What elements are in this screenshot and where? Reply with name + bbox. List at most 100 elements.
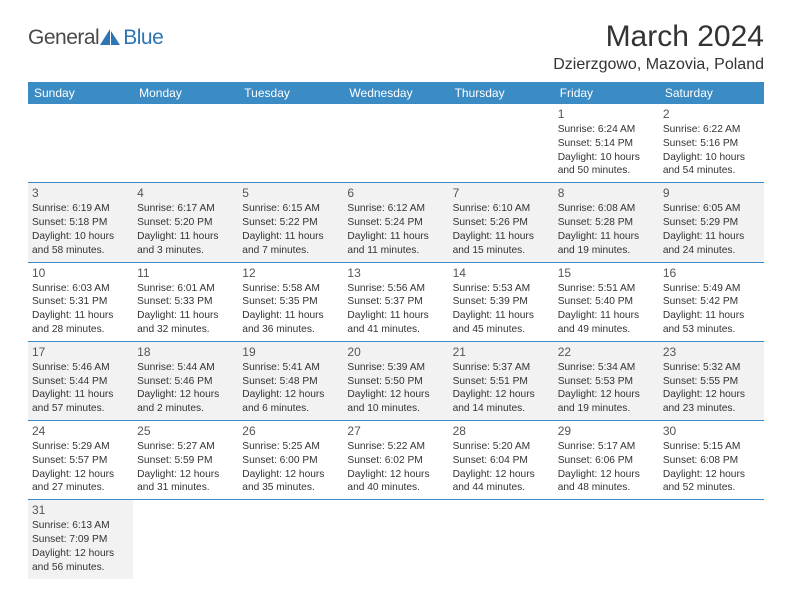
daylight-line: and 11 minutes. [347, 244, 444, 258]
day-number: 31 [32, 502, 129, 518]
day-header: Sunday [28, 82, 133, 104]
day-cell: 22Sunrise: 5:34 AMSunset: 5:53 PMDayligh… [554, 342, 659, 420]
empty-cell [343, 104, 448, 182]
day-number: 11 [137, 265, 234, 281]
sunrise-line: Sunrise: 5:25 AM [242, 440, 339, 454]
daylight-line: and 45 minutes. [453, 323, 550, 337]
day-number: 14 [453, 265, 550, 281]
empty-cell [133, 104, 238, 182]
sunset-line: Sunset: 5:28 PM [558, 216, 655, 230]
daylight-line: Daylight: 10 hours [32, 230, 129, 244]
day-headers-row: SundayMondayTuesdayWednesdayThursdayFrid… [28, 82, 764, 104]
day-number: 3 [32, 185, 129, 201]
sunrise-line: Sunrise: 5:27 AM [137, 440, 234, 454]
day-number: 28 [453, 423, 550, 439]
sunset-line: Sunset: 5:35 PM [242, 295, 339, 309]
daylight-line: Daylight: 11 hours [663, 230, 760, 244]
day-number: 6 [347, 185, 444, 201]
day-header: Tuesday [238, 82, 343, 104]
week-row: 17Sunrise: 5:46 AMSunset: 5:44 PMDayligh… [28, 342, 764, 421]
sunrise-line: Sunrise: 6:08 AM [558, 202, 655, 216]
day-number: 15 [558, 265, 655, 281]
daylight-line: Daylight: 12 hours [137, 468, 234, 482]
day-cell: 16Sunrise: 5:49 AMSunset: 5:42 PMDayligh… [659, 263, 764, 341]
daylight-line: and 27 minutes. [32, 481, 129, 495]
sunset-line: Sunset: 5:46 PM [137, 375, 234, 389]
week-row: 31Sunrise: 6:13 AMSunset: 7:09 PMDayligh… [28, 500, 764, 578]
sunset-line: Sunset: 5:50 PM [347, 375, 444, 389]
sunrise-line: Sunrise: 5:58 AM [242, 282, 339, 296]
daylight-line: Daylight: 12 hours [137, 388, 234, 402]
daylight-line: Daylight: 12 hours [663, 388, 760, 402]
day-cell: 9Sunrise: 6:05 AMSunset: 5:29 PMDaylight… [659, 183, 764, 261]
day-cell: 14Sunrise: 5:53 AMSunset: 5:39 PMDayligh… [449, 263, 554, 341]
sunset-line: Sunset: 5:40 PM [558, 295, 655, 309]
logo: General Blue [28, 26, 163, 50]
sunrise-line: Sunrise: 5:41 AM [242, 361, 339, 375]
daylight-line: and 48 minutes. [558, 481, 655, 495]
sunrise-line: Sunrise: 5:22 AM [347, 440, 444, 454]
day-number: 9 [663, 185, 760, 201]
day-number: 5 [242, 185, 339, 201]
day-number: 22 [558, 344, 655, 360]
sunrise-line: Sunrise: 5:20 AM [453, 440, 550, 454]
empty-cell [449, 500, 554, 578]
day-header: Thursday [449, 82, 554, 104]
sunrise-line: Sunrise: 5:34 AM [558, 361, 655, 375]
daylight-line: Daylight: 11 hours [242, 230, 339, 244]
sunrise-line: Sunrise: 5:44 AM [137, 361, 234, 375]
week-row: 1Sunrise: 6:24 AMSunset: 5:14 PMDaylight… [28, 104, 764, 183]
day-number: 26 [242, 423, 339, 439]
logo-sail-icon [99, 28, 121, 46]
daylight-line: and 54 minutes. [663, 164, 760, 178]
daylight-line: and 44 minutes. [453, 481, 550, 495]
sunrise-line: Sunrise: 5:37 AM [453, 361, 550, 375]
day-number: 1 [558, 106, 655, 122]
daylight-line: Daylight: 12 hours [242, 388, 339, 402]
sunrise-line: Sunrise: 5:17 AM [558, 440, 655, 454]
sunrise-line: Sunrise: 5:53 AM [453, 282, 550, 296]
sunset-line: Sunset: 5:18 PM [32, 216, 129, 230]
sunset-line: Sunset: 5:55 PM [663, 375, 760, 389]
empty-cell [28, 104, 133, 182]
empty-cell [238, 104, 343, 182]
day-cell: 10Sunrise: 6:03 AMSunset: 5:31 PMDayligh… [28, 263, 133, 341]
day-cell: 4Sunrise: 6:17 AMSunset: 5:20 PMDaylight… [133, 183, 238, 261]
sunrise-line: Sunrise: 6:13 AM [32, 519, 129, 533]
sunrise-line: Sunrise: 5:29 AM [32, 440, 129, 454]
sunrise-line: Sunrise: 5:56 AM [347, 282, 444, 296]
sunrise-line: Sunrise: 6:01 AM [137, 282, 234, 296]
daylight-line: and 36 minutes. [242, 323, 339, 337]
daylight-line: Daylight: 12 hours [453, 388, 550, 402]
day-cell: 23Sunrise: 5:32 AMSunset: 5:55 PMDayligh… [659, 342, 764, 420]
daylight-line: and 57 minutes. [32, 402, 129, 416]
day-cell: 21Sunrise: 5:37 AMSunset: 5:51 PMDayligh… [449, 342, 554, 420]
daylight-line: and 41 minutes. [347, 323, 444, 337]
logo-text-blue: Blue [123, 26, 163, 50]
daylight-line: Daylight: 11 hours [347, 230, 444, 244]
sunset-line: Sunset: 5:33 PM [137, 295, 234, 309]
day-cell: 8Sunrise: 6:08 AMSunset: 5:28 PMDaylight… [554, 183, 659, 261]
day-cell: 17Sunrise: 5:46 AMSunset: 5:44 PMDayligh… [28, 342, 133, 420]
day-header: Monday [133, 82, 238, 104]
sunset-line: Sunset: 5:48 PM [242, 375, 339, 389]
daylight-line: and 3 minutes. [137, 244, 234, 258]
sunset-line: Sunset: 5:59 PM [137, 454, 234, 468]
sunrise-line: Sunrise: 6:10 AM [453, 202, 550, 216]
sunrise-line: Sunrise: 5:32 AM [663, 361, 760, 375]
day-cell: 31Sunrise: 6:13 AMSunset: 7:09 PMDayligh… [28, 500, 133, 578]
daylight-line: and 7 minutes. [242, 244, 339, 258]
daylight-line: and 52 minutes. [663, 481, 760, 495]
day-number: 24 [32, 423, 129, 439]
daylight-line: Daylight: 12 hours [663, 468, 760, 482]
sunrise-line: Sunrise: 6:15 AM [242, 202, 339, 216]
sunrise-line: Sunrise: 5:15 AM [663, 440, 760, 454]
sunset-line: Sunset: 5:44 PM [32, 375, 129, 389]
sunset-line: Sunset: 5:29 PM [663, 216, 760, 230]
week-row: 10Sunrise: 6:03 AMSunset: 5:31 PMDayligh… [28, 263, 764, 342]
day-number: 12 [242, 265, 339, 281]
day-number: 30 [663, 423, 760, 439]
daylight-line: Daylight: 11 hours [558, 309, 655, 323]
day-cell: 6Sunrise: 6:12 AMSunset: 5:24 PMDaylight… [343, 183, 448, 261]
daylight-line: and 58 minutes. [32, 244, 129, 258]
